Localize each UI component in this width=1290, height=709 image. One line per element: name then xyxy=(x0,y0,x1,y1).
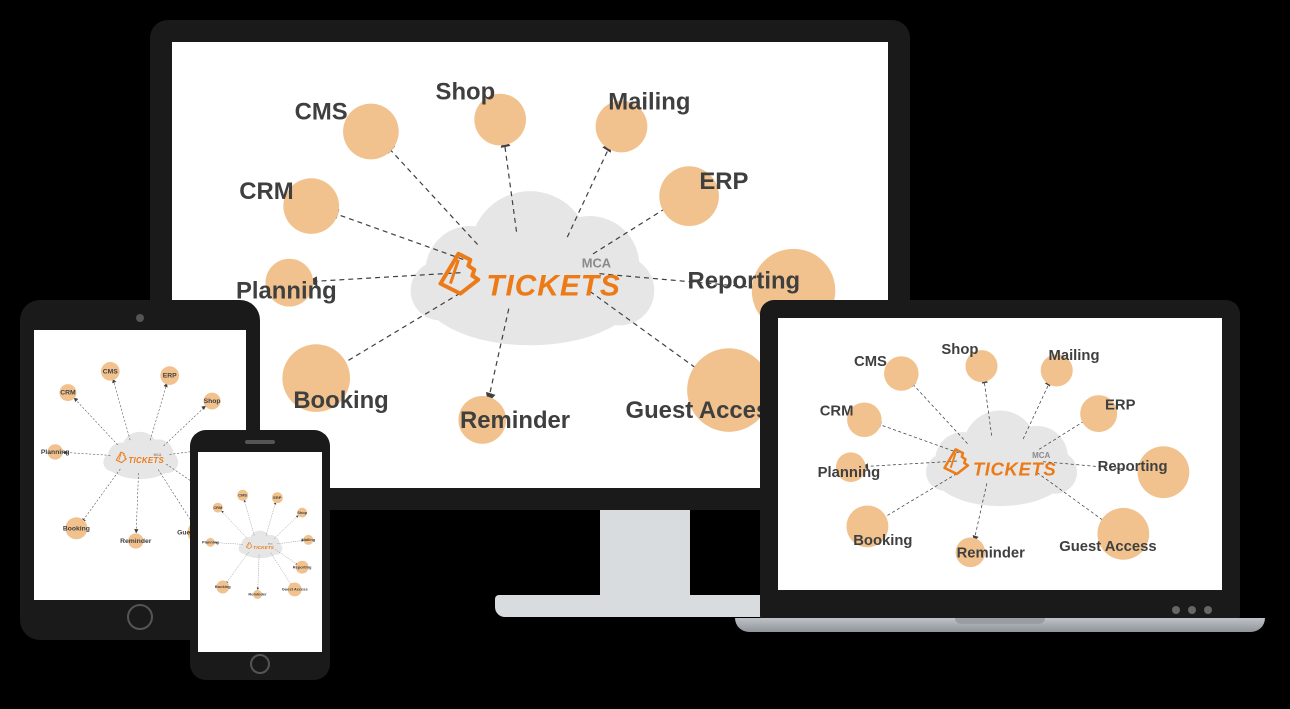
label-crm: CRM xyxy=(820,403,854,419)
bubble-cms xyxy=(343,104,399,160)
label-mailing: Mailing xyxy=(1049,348,1100,364)
svg-text:TICKETS: TICKETS xyxy=(128,456,164,465)
svg-text:MCA: MCA xyxy=(1032,451,1050,460)
laptop-diagram: TICKETSMCA CMS Shop Mailing CRM ERP Planning Re… xyxy=(778,318,1222,590)
label-crm: CRM xyxy=(213,505,223,510)
phone-diagram: TICKETSMCACMSERPCRMShopPlanningMailingRe… xyxy=(198,452,322,645)
label-cms: CMS xyxy=(295,99,348,126)
svg-text:TICKETS: TICKETS xyxy=(973,458,1057,479)
label-booking: Booking xyxy=(853,533,912,549)
label-crm: CRM xyxy=(239,178,293,205)
stage: TICKETSMCACMSShopMailingCRMERPPlanningRe… xyxy=(0,0,1290,709)
label-reporting: Reporting xyxy=(687,268,800,295)
label-booking: Booking xyxy=(215,584,231,589)
label-planning: Planning xyxy=(41,449,70,456)
label-mailing: Mailing xyxy=(302,537,316,542)
label-planning: Planning xyxy=(202,540,219,545)
phone-screen: TICKETSMCACMSERPCRMShopPlanningMailingRe… xyxy=(198,452,322,652)
label-reminder: Reminder xyxy=(248,592,267,597)
label-cms: CMS xyxy=(103,369,119,376)
label-reporting: Reporting xyxy=(293,564,312,569)
svg-text:TICKETS: TICKETS xyxy=(253,545,275,550)
label-shop: Shop xyxy=(941,342,978,358)
svg-text:TICKETS: TICKETS xyxy=(486,270,621,303)
svg-text:MCA: MCA xyxy=(154,453,162,457)
label-shop: Shop xyxy=(297,510,307,515)
label-crm: CRM xyxy=(60,390,76,397)
label-cms: CMS xyxy=(238,492,247,497)
label-booking: Booking xyxy=(63,525,90,532)
laptop-lid: TICKETSMCA CMS Shop Mailing CRM ERP Planning Re… xyxy=(760,300,1240,620)
label-guest: Guest Access xyxy=(1059,539,1156,555)
label-booking: Booking xyxy=(293,387,388,414)
label-planning: Planning xyxy=(818,465,880,481)
label-reminder: Reminder xyxy=(120,538,152,545)
label-erp: ERP xyxy=(1105,397,1136,413)
label-cms: CMS xyxy=(854,354,887,370)
phone: TICKETSMCACMSERPCRMShopPlanningMailingRe… xyxy=(190,430,330,680)
laptop-base xyxy=(735,618,1265,632)
label-reminder: Reminder xyxy=(460,407,570,434)
label-shop: Shop xyxy=(436,79,496,106)
label-erp: ERP xyxy=(273,495,281,500)
label-reporting: Reporting xyxy=(1098,459,1168,475)
laptop-indicator-dots xyxy=(1172,606,1212,614)
label-erp: ERP xyxy=(699,168,748,195)
laptop: TICKETSMCA CMS Shop Mailing CRM ERP Planning Re… xyxy=(735,300,1265,632)
svg-text:MCA: MCA xyxy=(582,256,611,271)
label-reminder: Reminder xyxy=(957,545,1025,561)
label-planning: Planning xyxy=(236,278,337,305)
monitor-neck xyxy=(600,510,690,600)
label-mailing: Mailing xyxy=(608,89,690,116)
bubble-cms xyxy=(884,356,919,391)
label-guest: Guest Access xyxy=(282,587,309,592)
laptop-screen: TICKETSMCA CMS Shop Mailing CRM ERP Planning Re… xyxy=(778,318,1222,590)
label-shop: Shop xyxy=(204,398,221,405)
label-erp: ERP xyxy=(163,373,177,380)
